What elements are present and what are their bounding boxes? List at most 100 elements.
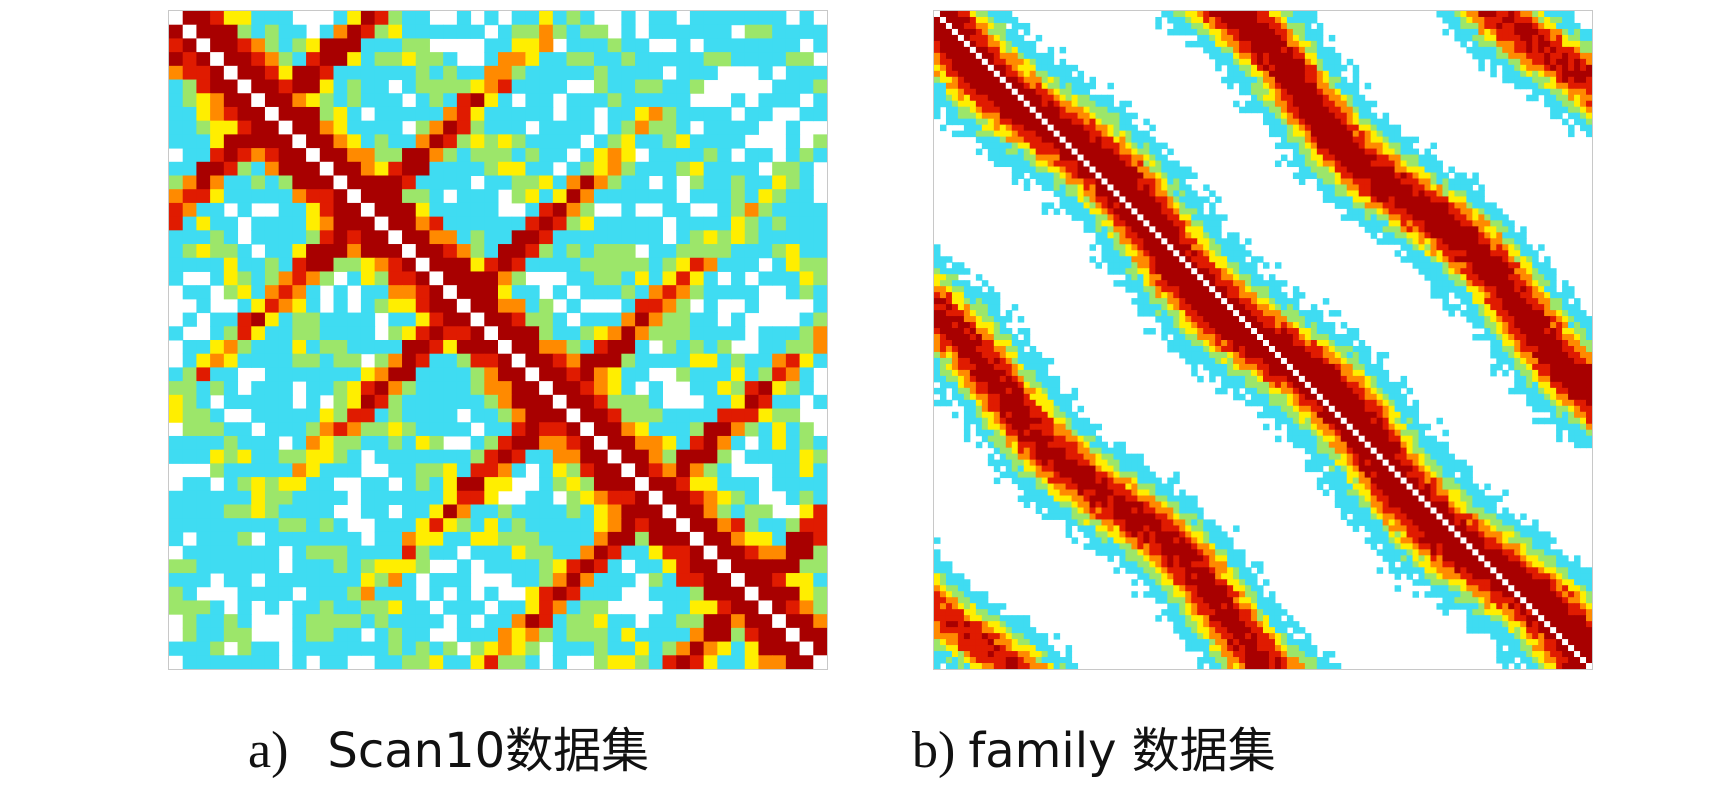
heatmap-cell [1406, 172, 1414, 179]
heatmap-cell [1502, 16, 1509, 24]
heatmap-cell [319, 408, 334, 423]
heatmap-cell [607, 614, 622, 629]
heatmap-cell [1292, 100, 1300, 108]
heatmap-cell [456, 216, 472, 231]
heatmap-cell [470, 230, 485, 245]
heatmap-cell [1436, 208, 1443, 215]
heatmap-cell [1179, 202, 1186, 209]
heatmap-cell [374, 298, 389, 314]
heatmap-cell [1280, 46, 1288, 54]
heatmap-cell [981, 298, 989, 305]
heatmap-cell [1340, 214, 1348, 221]
heatmap-cell [511, 24, 526, 39]
heatmap-cell [292, 24, 307, 39]
heatmap-cell [963, 34, 971, 42]
heatmap-cell [593, 641, 609, 656]
heatmap-cell [456, 93, 472, 108]
heatmap-cell [210, 655, 225, 669]
heatmap-cell [607, 189, 622, 204]
heatmap-cell [470, 134, 485, 149]
heatmap-cell [1143, 154, 1150, 162]
heatmap-cell [1239, 46, 1246, 54]
heatmap-cell [1149, 172, 1156, 179]
heatmap-cell [1149, 256, 1156, 263]
heatmap-cell [1472, 196, 1479, 203]
heatmap-cell [1215, 220, 1222, 227]
heatmap-cell [402, 79, 417, 94]
heatmap-cell [1185, 232, 1192, 239]
heatmap-cell [1149, 160, 1156, 168]
heatmap-cell [1263, 118, 1270, 126]
heatmap-cell [1059, 172, 1067, 179]
heatmap-cell [1251, 16, 1258, 24]
heatmap-cell [981, 11, 989, 18]
heatmap-cell [1322, 190, 1330, 197]
heatmap-cell [1448, 214, 1455, 221]
heatmap-cell [1011, 28, 1019, 36]
heatmap-cell [1298, 136, 1306, 144]
heatmap-cell [689, 627, 705, 643]
heatmap-cell [1251, 94, 1258, 102]
heatmap-cell [552, 435, 568, 451]
heatmap-cell [1550, 106, 1557, 114]
heatmap-cell [1550, 274, 1557, 281]
heatmap-cell [1508, 226, 1515, 233]
heatmap-cell [278, 490, 293, 505]
heatmap-cell [539, 600, 554, 615]
heatmap-cell [1490, 202, 1497, 209]
heatmap-cell [1502, 262, 1509, 269]
heatmap-cell [1544, 70, 1551, 78]
heatmap-cell [1442, 292, 1449, 299]
heatmap-cell [196, 11, 211, 26]
heatmap-cell [1023, 58, 1031, 66]
heatmap-cell [251, 641, 266, 656]
heatmap-cell [580, 161, 595, 176]
heatmap-cell [511, 79, 526, 94]
heatmap-cell [635, 422, 650, 437]
heatmap-cell [1502, 76, 1509, 84]
heatmap-cell [1484, 298, 1491, 305]
heatmap-cell [1370, 112, 1378, 120]
heatmap-cell [1203, 22, 1210, 30]
heatmap-cell [689, 285, 705, 300]
heatmap-cell [1508, 286, 1515, 293]
heatmap-cell [278, 11, 293, 26]
heatmap-cell [1185, 256, 1192, 263]
heatmap-cell [1526, 250, 1533, 257]
heatmap-cell [1155, 172, 1162, 179]
heatmap-cell [1508, 244, 1515, 251]
heatmap-cell [319, 340, 334, 355]
heatmap-cell [525, 545, 540, 560]
heatmap-cell [703, 65, 718, 81]
heatmap-cell [987, 16, 995, 24]
heatmap-cell [1065, 64, 1073, 72]
heatmap-cell [1011, 172, 1019, 179]
heatmap-cell [1412, 214, 1420, 221]
heatmap-cell [717, 573, 732, 588]
heatmap-cell [1095, 154, 1102, 162]
heatmap-cell [1215, 40, 1222, 48]
heatmap-cell [580, 559, 595, 574]
heatmap-cell [621, 148, 636, 163]
heatmap-cell [993, 82, 1001, 90]
heatmap-cell [1418, 172, 1426, 179]
heatmap-cell [945, 118, 953, 126]
heatmap-cell [1101, 130, 1108, 138]
heatmap-cell [1502, 22, 1509, 30]
heatmap-cell [1017, 88, 1025, 96]
heatmap-cell [1155, 166, 1162, 174]
heatmap-cell [1478, 226, 1485, 233]
heatmap-cell [1107, 130, 1114, 138]
heatmap-cell [429, 408, 444, 423]
heatmap-cell [593, 326, 609, 341]
heatmap-cell [731, 394, 746, 410]
heatmap-cell [1263, 280, 1270, 287]
heatmap-cell [1304, 154, 1312, 162]
heatmap-cell [593, 161, 609, 176]
heatmap-cell [621, 490, 636, 505]
heatmap-cell [333, 285, 348, 300]
heatmap-cell [402, 490, 417, 505]
heatmap-cell [264, 381, 280, 396]
heatmap-cell [1149, 190, 1156, 197]
heatmap-cell [333, 614, 348, 629]
